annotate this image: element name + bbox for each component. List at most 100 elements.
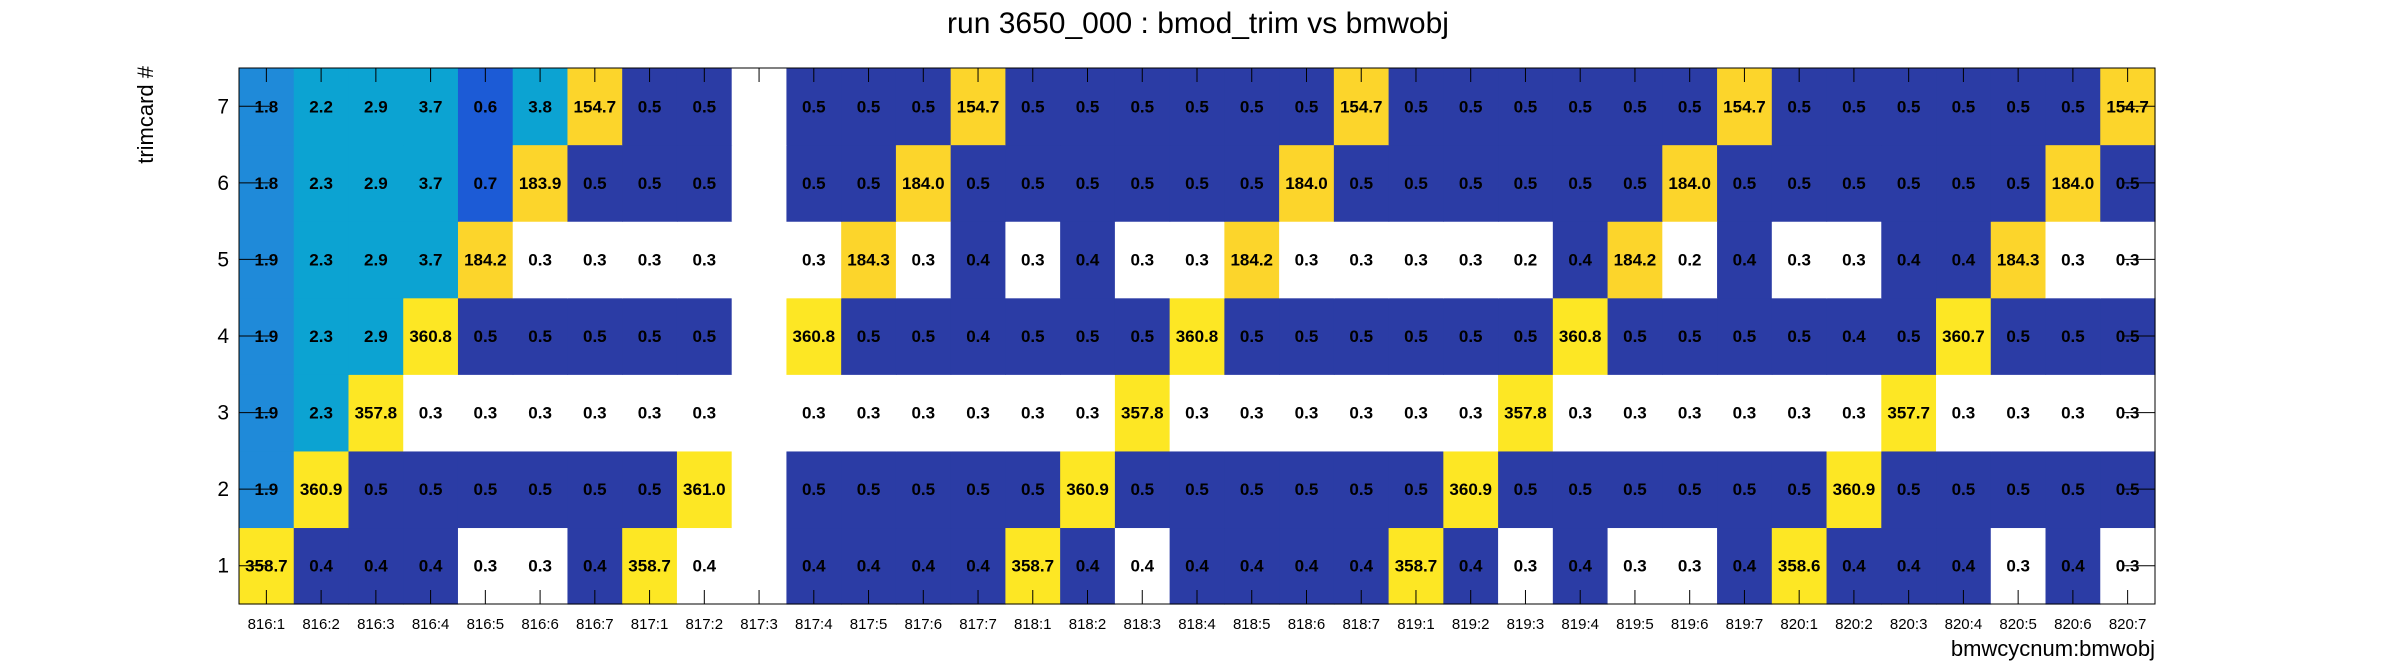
cell-value-label: 0.4 bbox=[1897, 250, 1921, 269]
heatmap-cell-818:4-row-5 bbox=[1169, 221, 1225, 299]
x-tick-label: 818:7 bbox=[1342, 616, 1380, 633]
heatmap-cell-819:5-row-3 bbox=[1607, 374, 1663, 452]
heatmap-cell-819:1-row-4 bbox=[1388, 297, 1444, 375]
x-tick-label: 820:1 bbox=[1780, 616, 1818, 633]
cell-value-label: 0.4 bbox=[1568, 250, 1592, 269]
heatmap-cell-820:2-row-2 bbox=[1826, 450, 1882, 529]
cell-value-label: 154.7 bbox=[574, 97, 617, 116]
cell-value-label: 0.5 bbox=[1130, 480, 1154, 499]
chart-title: run 3650_000 : bmod_trim vs bmwobj bbox=[947, 7, 1449, 40]
heatmap-cell-818:7-row-5 bbox=[1333, 221, 1390, 299]
cell-value-label: 0.3 bbox=[1678, 404, 1702, 423]
cell-value-label: 0.5 bbox=[1897, 97, 1921, 116]
heatmap-cell-816:2-row-5 bbox=[293, 221, 350, 299]
cell-value-label: 0.3 bbox=[2006, 557, 2030, 576]
x-tick-label: 817:6 bbox=[905, 616, 943, 633]
heatmap-cell-820:6-row-3 bbox=[2045, 374, 2101, 452]
cell-value-label: 0.3 bbox=[1733, 404, 1757, 423]
heatmap-cell-817:6-row-6 bbox=[895, 144, 952, 222]
heatmap-cell-818:1-row-2 bbox=[1005, 450, 1061, 529]
heatmap-cell-817:2-row-4 bbox=[676, 297, 733, 375]
cell-value-label: 0.5 bbox=[1623, 97, 1647, 116]
heatmap-cell-817:3-row-5 bbox=[731, 221, 788, 299]
heatmap-cell-819:2-row-5 bbox=[1443, 221, 1499, 299]
cell-value-label: 0.5 bbox=[1404, 480, 1428, 499]
cell-value-label: 0.5 bbox=[2006, 97, 2030, 116]
cell-value-label: 0.3 bbox=[1568, 404, 1592, 423]
heatmap-cell-816:7-row-4 bbox=[567, 297, 623, 375]
heatmap-cell-820:6-row-5 bbox=[2045, 221, 2101, 299]
cell-value-label: 0.5 bbox=[2006, 327, 2030, 346]
heatmap-cell-816:3-row-5 bbox=[348, 221, 404, 299]
heatmap-cell-818:3-row-4 bbox=[1114, 297, 1171, 375]
cell-value-label: 0.3 bbox=[1404, 250, 1428, 269]
heatmap-cell-816:5-row-2 bbox=[457, 450, 514, 529]
cell-value-label: 0.5 bbox=[1787, 97, 1811, 116]
cell-value-label: 184.2 bbox=[1614, 250, 1657, 269]
heatmap-cell-817:6-row-5 bbox=[895, 221, 952, 299]
cell-value-label: 0.5 bbox=[474, 327, 498, 346]
heatmap-cell-819:6-row-5 bbox=[1662, 221, 1718, 299]
heatmap-cell-819:7-row-2 bbox=[1717, 450, 1773, 529]
x-tick-label: 818:2 bbox=[1069, 616, 1107, 633]
heatmap-cell-816:2-row-4 bbox=[293, 297, 350, 375]
heatmap-cell-816:5-row-6 bbox=[457, 144, 514, 222]
heatmap-cell-816:2-row-2 bbox=[293, 450, 350, 529]
cell-value-label: 3.8 bbox=[528, 97, 552, 116]
cell-value-label: 154.7 bbox=[1340, 97, 1383, 116]
heatmap-cell-818:7-row-6 bbox=[1333, 144, 1390, 222]
cell-value-label: 0.5 bbox=[1623, 480, 1647, 499]
x-tick-label: 817:2 bbox=[686, 616, 724, 633]
cell-value-label: 0.5 bbox=[1952, 480, 1976, 499]
heatmap-cell-816:6-row-3 bbox=[512, 374, 569, 452]
heatmap-cell-817:3-row-2 bbox=[731, 450, 788, 529]
x-axis-label: bmwcycnum:bmwobj bbox=[1951, 636, 2155, 661]
cell-value-label: 0.5 bbox=[1787, 480, 1811, 499]
cell-value-label: 0.5 bbox=[1295, 327, 1319, 346]
cell-value-label: 2.2 bbox=[309, 97, 333, 116]
heatmap-cell-817:3-row-6 bbox=[731, 144, 788, 222]
cell-value-label: 0.5 bbox=[1787, 174, 1811, 193]
cell-value-label: 184.2 bbox=[1230, 250, 1273, 269]
heatmap-cell-818:3-row-6 bbox=[1114, 144, 1171, 222]
cell-value-label: 0.5 bbox=[583, 327, 607, 346]
cell-value-label: 0.5 bbox=[911, 97, 935, 116]
heatmap-cell-817:2-row-5 bbox=[676, 221, 733, 299]
heatmap-cell-818:3-row-3 bbox=[1114, 374, 1171, 452]
cell-value-label: 184.0 bbox=[2052, 174, 2095, 193]
cell-value-label: 0.5 bbox=[1733, 480, 1757, 499]
heatmap-cell-816:2-row-6 bbox=[293, 144, 350, 222]
axis-ticks: 816:1 816:2 816:3 816:4 816:5 816:6 816:7 817:1… bbox=[217, 68, 2155, 633]
heatmap-cell-818:4-row-2 bbox=[1169, 450, 1225, 529]
heatmap-cell-817:1-row-3 bbox=[622, 374, 678, 452]
x-tick-label: 816:5 bbox=[467, 616, 505, 633]
cell-value-label: 0.4 bbox=[1130, 557, 1154, 576]
cell-value-label: 0.5 bbox=[1623, 327, 1647, 346]
cell-value-label: 0.3 bbox=[1130, 250, 1154, 269]
cell-value-label: 0.5 bbox=[583, 480, 607, 499]
cell-value-label: 0.5 bbox=[1295, 480, 1319, 499]
cell-value-label: 0.5 bbox=[1678, 327, 1702, 346]
cell-value-label: 0.5 bbox=[2061, 480, 2085, 499]
heatmap-cell-820:3-row-3 bbox=[1881, 374, 1937, 452]
heatmap-cell-819:6-row-3 bbox=[1662, 374, 1718, 452]
cell-value-label: 358.7 bbox=[1011, 557, 1054, 576]
cell-value-label: 0.4 bbox=[1568, 557, 1592, 576]
heatmap-cell-816:6-row-2 bbox=[512, 450, 569, 529]
cell-value-label: 360.7 bbox=[1942, 327, 1985, 346]
x-tick-label: 816:4 bbox=[412, 616, 450, 633]
x-tick-label: 818:4 bbox=[1178, 616, 1216, 633]
heatmap-cell-819:3-row-3 bbox=[1498, 374, 1554, 452]
heatmap-cell-818:2-row-6 bbox=[1060, 144, 1116, 222]
cell-value-label: 0.5 bbox=[1678, 97, 1702, 116]
heatmap-cell-817:4-row-5 bbox=[786, 221, 842, 299]
cell-value-label: 2.9 bbox=[364, 174, 388, 193]
cell-value-label: 0.4 bbox=[1459, 557, 1483, 576]
cell-value-label: 184.0 bbox=[902, 174, 945, 193]
heatmap-cell-820:3-row-2 bbox=[1881, 450, 1937, 529]
cell-value-label: 0.7 bbox=[474, 174, 498, 193]
cell-value-label: 0.5 bbox=[1240, 174, 1264, 193]
cell-value-label: 0.3 bbox=[638, 404, 662, 423]
cell-value-label: 0.3 bbox=[1021, 404, 1045, 423]
cell-value-label: 0.3 bbox=[1459, 250, 1483, 269]
